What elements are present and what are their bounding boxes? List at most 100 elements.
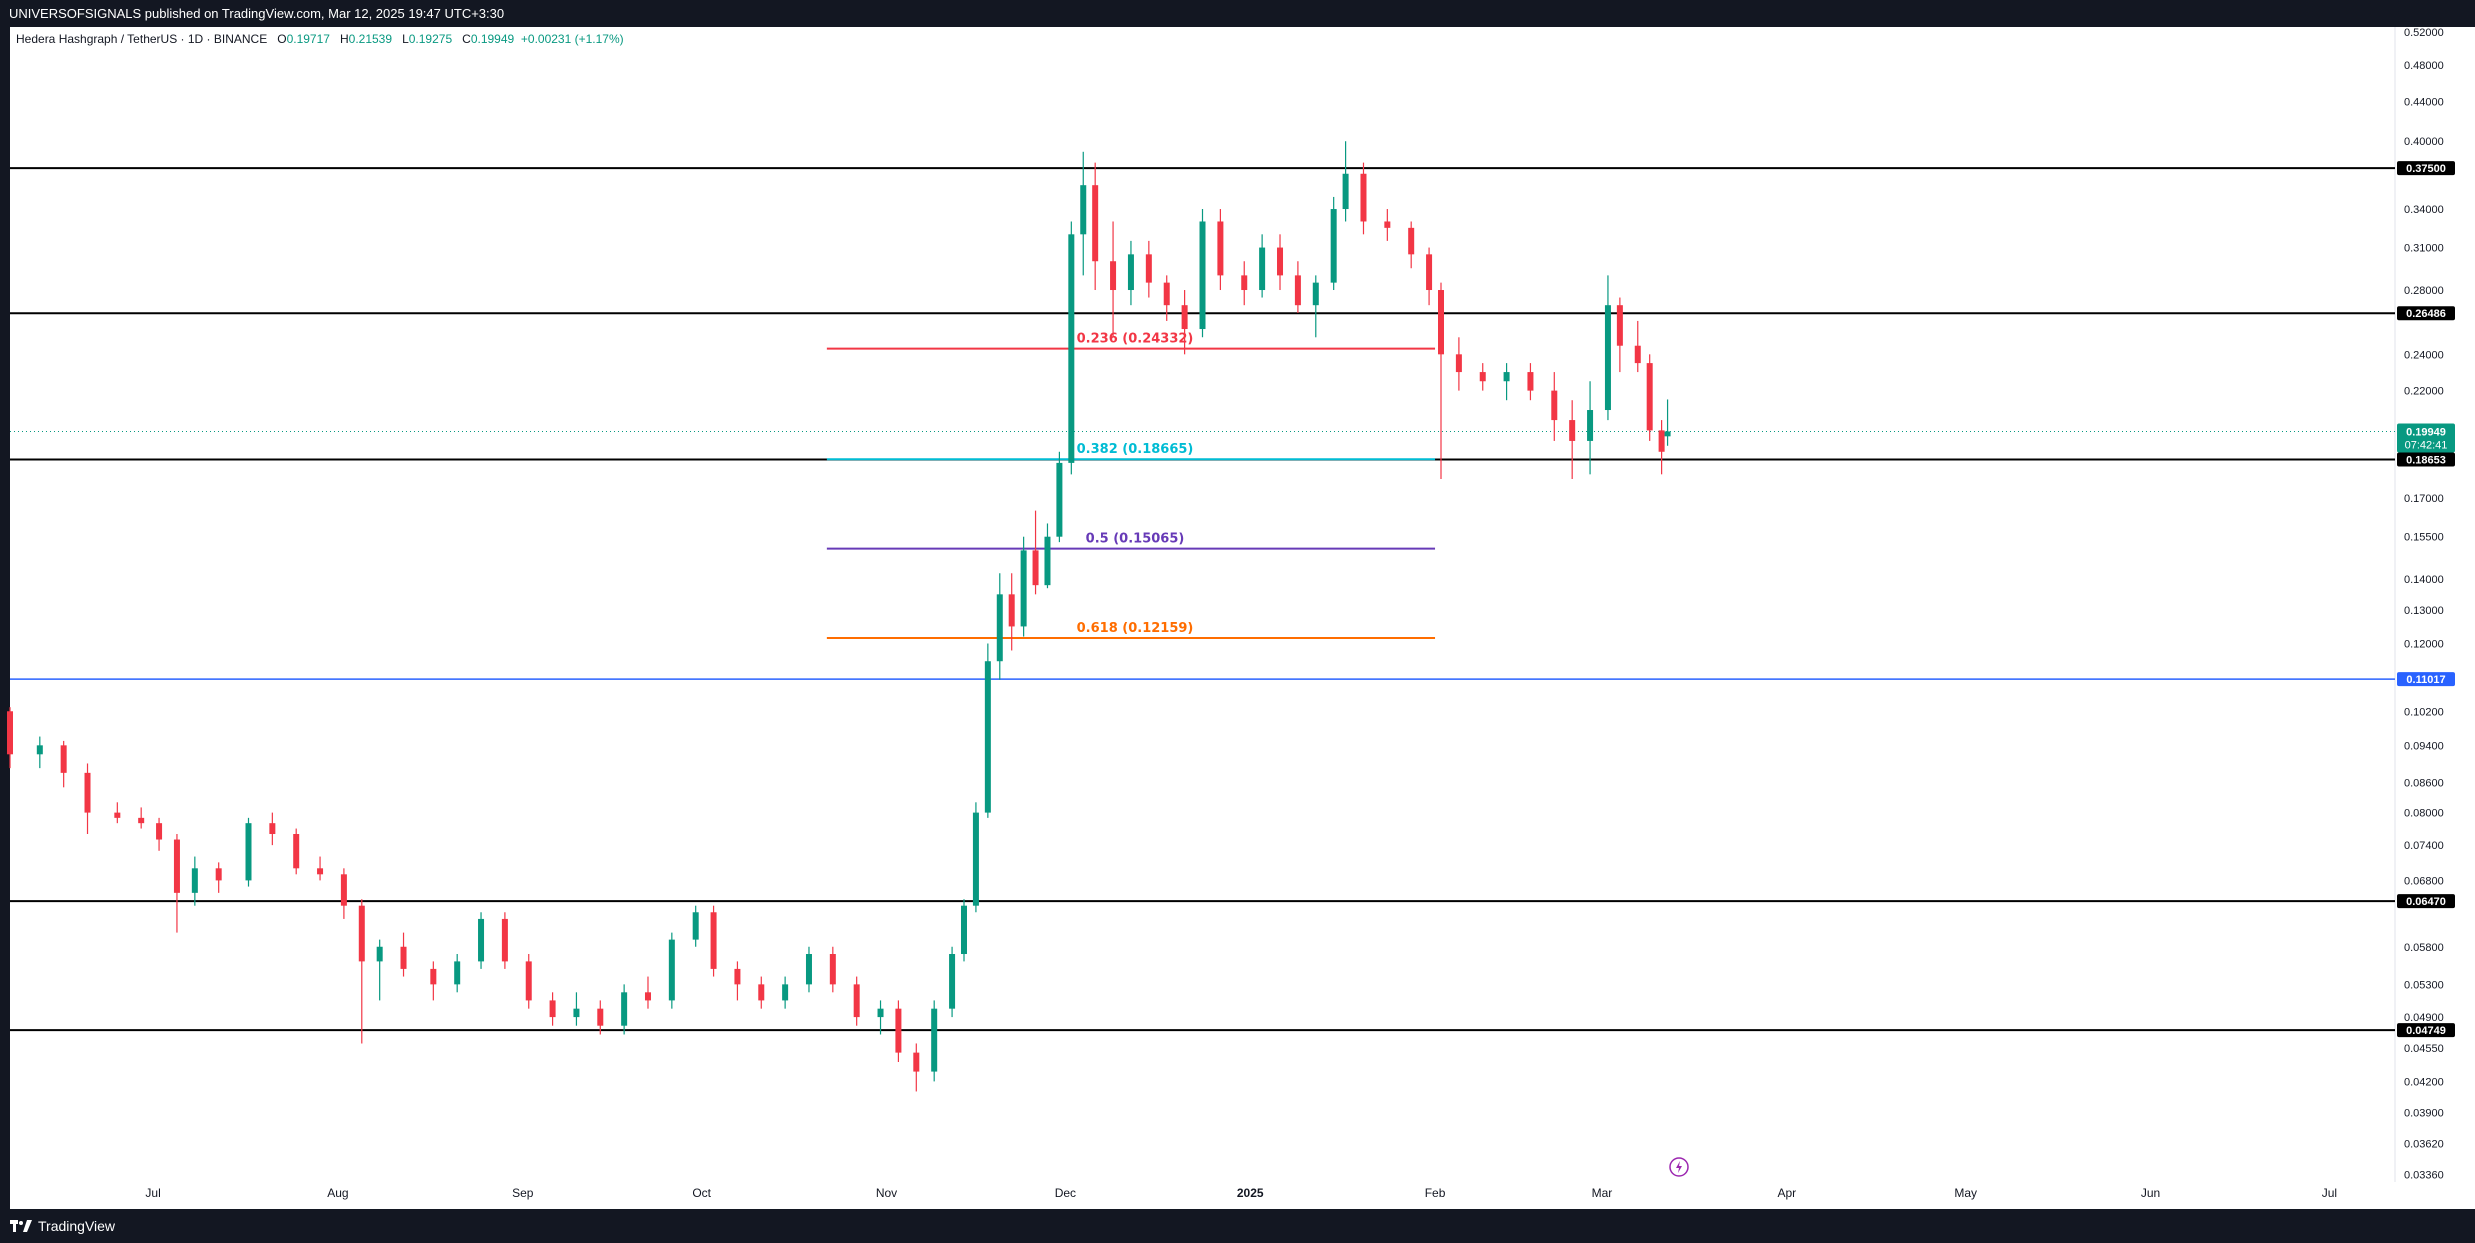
y-tick-label: 0.04900	[2404, 1012, 2444, 1024]
level-price-label: 0.37500	[2406, 163, 2446, 175]
y-tick-label: 0.12000	[2404, 638, 2444, 650]
candle-body	[138, 817, 145, 824]
y-tick-label: 0.13000	[2404, 605, 2444, 617]
candle-body	[430, 968, 437, 985]
footer-bar: TradingView	[0, 1209, 2475, 1243]
candle-body	[191, 868, 198, 893]
candle-body	[782, 984, 789, 1001]
candle-body	[1241, 275, 1248, 291]
candle-body	[1044, 536, 1051, 586]
candle-body	[805, 954, 812, 985]
y-tick-label: 0.24000	[2404, 349, 2444, 361]
x-tick-label: Jul	[145, 1186, 160, 1200]
x-tick-label: Dec	[1055, 1186, 1076, 1200]
candle-body	[996, 594, 1003, 662]
level-price-label: 0.04749	[2406, 1025, 2446, 1037]
y-tick-label: 0.34000	[2404, 204, 2444, 216]
candle-body	[692, 912, 699, 940]
chart-area[interactable]	[10, 27, 2475, 1209]
candle-body	[1110, 261, 1117, 291]
high-label: H	[339, 32, 349, 46]
y-tick-label: 0.03900	[2404, 1107, 2444, 1119]
candle-body	[1479, 372, 1486, 382]
candle-body	[376, 946, 383, 962]
candle-body	[1294, 275, 1301, 306]
candle-body	[1569, 420, 1576, 441]
y-tick-label: 0.31000	[2404, 243, 2444, 255]
low-label: L	[402, 32, 409, 46]
candle-body	[1277, 247, 1284, 276]
candle-body	[1438, 290, 1444, 355]
candle-body	[1330, 209, 1337, 283]
candle-body	[972, 812, 979, 906]
y-tick-label: 0.03360	[2404, 1169, 2444, 1181]
tradingview-logo-icon	[10, 1220, 32, 1232]
y-tick-label: 0.28000	[2404, 285, 2444, 297]
candle-body	[340, 874, 347, 906]
level-price-tag	[2397, 1023, 2455, 1038]
y-tick-label: 0.44000	[2404, 96, 2444, 108]
y-tick-label: 0.40000	[2404, 136, 2444, 148]
x-tick-label: Jul	[2322, 1186, 2337, 1200]
candle-body	[1080, 185, 1087, 235]
candle-body	[1658, 430, 1665, 452]
level-price-tag	[2397, 894, 2455, 909]
candle-body	[758, 984, 765, 1001]
x-tick-label: Aug	[327, 1186, 348, 1200]
tradingview-logo[interactable]: TradingView	[10, 1218, 115, 1234]
candle-body	[501, 918, 508, 962]
candle-body	[1127, 254, 1134, 291]
candle-body	[1616, 305, 1623, 346]
candle-body	[573, 1008, 580, 1018]
candle-body	[949, 954, 956, 1009]
footer-brand: TradingView	[38, 1218, 116, 1234]
candle-body	[621, 992, 628, 1026]
y-tick-label: 0.15500	[2404, 532, 2444, 544]
candle-body	[895, 1008, 902, 1053]
x-tick-label: Sep	[512, 1186, 534, 1200]
y-tick-label: 0.22000	[2404, 386, 2444, 398]
level-price-label: 0.06470	[2406, 896, 2446, 908]
x-tick-label: Mar	[1592, 1186, 1613, 1200]
candle-body	[293, 834, 300, 869]
candle-body	[1020, 550, 1027, 627]
candle-body	[1181, 305, 1188, 330]
x-tick-label: May	[1954, 1186, 1977, 1200]
candle-body	[1551, 390, 1558, 421]
lightning-icon	[1676, 1161, 1682, 1173]
y-tick-label: 0.17000	[2404, 493, 2444, 505]
candle-body	[215, 868, 222, 881]
publish-header: UNIVERSOFSIGNALS published on TradingVie…	[0, 0, 2475, 27]
candle-body	[913, 1052, 920, 1072]
candle-body	[549, 1000, 556, 1018]
x-tick-label: 2025	[1237, 1186, 1264, 1200]
candle-body	[1312, 282, 1319, 306]
candle-body	[931, 1008, 938, 1072]
candle-body	[1056, 462, 1063, 537]
y-tick-label: 0.52000	[2404, 27, 2444, 39]
x-tick-label: Apr	[1777, 1186, 1796, 1200]
candle-body	[1163, 282, 1170, 306]
candle-body	[358, 905, 365, 962]
candle-body	[984, 661, 991, 813]
publish-info: UNIVERSOFSIGNALS published on TradingVie…	[9, 6, 505, 21]
candle-body	[114, 812, 121, 818]
change-value: +0.00231 (+1.17%)	[520, 32, 624, 46]
candle-body	[668, 939, 675, 1001]
close-value: 0.19949	[470, 32, 515, 46]
symbol-name: Hedera Hashgraph / TetherUS · 1D · BINAN…	[16, 32, 268, 46]
candle-body	[317, 868, 324, 875]
y-tick-label: 0.08000	[2404, 808, 2444, 820]
y-tick-label: 0.05800	[2404, 942, 2444, 954]
candle-body	[829, 954, 836, 985]
level-price-label: 0.26486	[2406, 308, 2446, 320]
candle-body	[1408, 227, 1415, 255]
level-price-label: 0.11017	[2406, 674, 2445, 686]
candle-body	[1664, 431, 1671, 437]
candle-body	[478, 918, 485, 962]
y-tick-label: 0.03620	[2404, 1138, 2444, 1150]
y-tick-label: 0.10200	[2404, 706, 2444, 718]
last-price-tag	[2397, 423, 2455, 453]
candle-body	[269, 823, 276, 835]
